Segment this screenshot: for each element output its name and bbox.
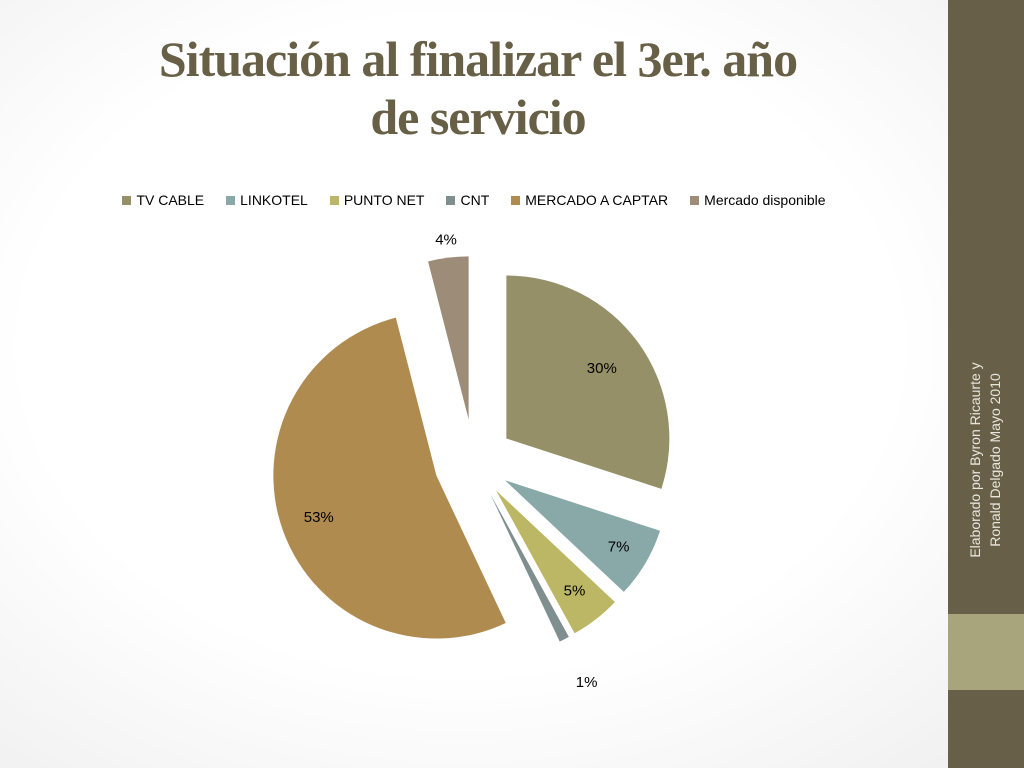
pie-slice xyxy=(506,275,670,489)
data-label: 30% xyxy=(587,360,617,377)
legend-item: Mercado disponible xyxy=(690,192,826,208)
chart-legend: TV CABLE LINKOTEL PUNTO NET CNT MERCADO A CA… xyxy=(0,192,948,208)
legend-item: CNT xyxy=(446,192,489,208)
slide-title-line-2: de servicio xyxy=(370,89,586,145)
legend-swatch xyxy=(329,195,339,205)
legend-swatch xyxy=(226,195,236,205)
pie-slice xyxy=(504,480,661,592)
legend-label: Mercado disponible xyxy=(704,192,826,208)
author-credit-line-2: Ronald Delgado Mayo 2010 xyxy=(987,373,1003,547)
legend-label: LINKOTEL xyxy=(240,192,308,208)
legend-item: TV CABLE xyxy=(122,192,204,208)
pie-slice xyxy=(428,256,469,420)
legend-label: MERCADO A CAPTAR xyxy=(525,192,669,208)
legend-label: PUNTO NET xyxy=(343,192,425,208)
sidebar-accent-block xyxy=(948,614,1024,690)
slide-title: Situación al finalizar el 3er. año de se… xyxy=(60,30,896,146)
legend-swatch xyxy=(446,195,456,205)
legend-swatch xyxy=(690,195,700,205)
legend-swatch xyxy=(122,195,132,205)
data-label: 53% xyxy=(304,509,334,526)
legend-swatch xyxy=(511,195,521,205)
legend-item: LINKOTEL xyxy=(226,192,308,208)
author-credit: Elaborado por Byron Ricaurte y Ronald De… xyxy=(965,330,1005,590)
data-label: 5% xyxy=(564,583,586,600)
legend-item: MERCADO A CAPTAR xyxy=(511,192,668,208)
pie-slice xyxy=(496,490,615,634)
data-label: 4% xyxy=(435,232,457,249)
pie-chart: 30% 7% 5% 1% 53% 4% xyxy=(273,232,670,691)
pie-slice xyxy=(490,494,569,642)
legend-item: PUNTO NET xyxy=(329,192,425,208)
legend-label: TV CABLE xyxy=(136,192,205,208)
data-label: 1% xyxy=(576,674,598,691)
data-label: 7% xyxy=(608,538,630,555)
pie-slice xyxy=(273,317,506,639)
author-credit-line-1: Elaborado por Byron Ricaurte y xyxy=(967,362,983,558)
slide-title-line-1: Situación al finalizar el 3er. año xyxy=(158,31,798,87)
legend-label: CNT xyxy=(460,192,490,208)
